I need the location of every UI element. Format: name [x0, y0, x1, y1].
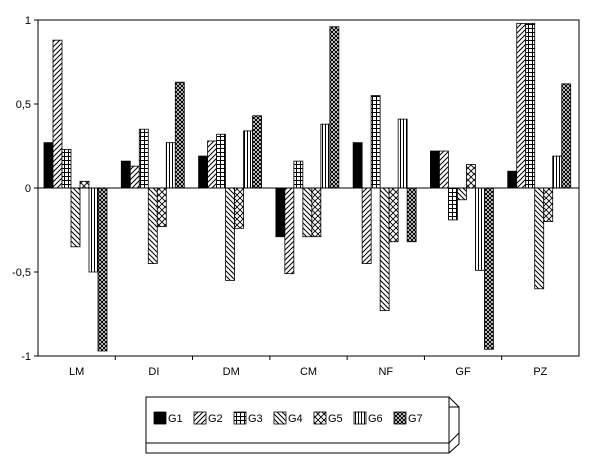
bar-g4-dm — [225, 187, 235, 281]
x-tick-label-dm: DM — [223, 366, 240, 378]
legend-label-g4: G4 — [288, 413, 303, 425]
bar-g6-lm — [88, 187, 99, 273]
bar-g6-dm — [243, 130, 253, 189]
bar-g7-gf — [484, 187, 494, 350]
bar-g5-pz — [543, 187, 554, 222]
bar-g2-gf — [439, 150, 449, 189]
bar-g3-pz — [525, 22, 536, 189]
bar-g5-lm — [79, 180, 90, 189]
bar-g2-nf — [361, 187, 372, 264]
bar-g1-gf — [430, 150, 440, 189]
bar-g2-di — [129, 165, 140, 189]
bar-g6-nf — [397, 118, 408, 189]
legend-label-g1: G1 — [168, 413, 183, 425]
bar-g2-cm — [284, 187, 295, 275]
legend-swatch-g6 — [353, 411, 367, 425]
legend-swatch-g5 — [313, 411, 327, 425]
bar-g1-nf — [352, 142, 363, 189]
bar-g6-di — [165, 142, 176, 189]
bar-g5-nf — [388, 187, 399, 243]
bar-g2-lm — [52, 39, 63, 189]
x-tick-label-cm: CM — [300, 366, 317, 378]
bar-g5-di — [156, 187, 167, 228]
x-tick-label-pz: PZ — [533, 366, 547, 378]
legend-label-g5: G5 — [328, 413, 343, 425]
legend-label-g2: G2 — [208, 413, 223, 425]
bar-g4-lm — [70, 187, 81, 248]
bar-g6-cm — [320, 123, 331, 189]
bar-g3-lm — [61, 148, 72, 189]
bar-g2-dm — [207, 140, 217, 189]
x-tick-label-lm: LM — [69, 366, 84, 378]
bar-g3-dm — [216, 133, 226, 189]
bar-g3-gf — [448, 187, 458, 221]
y-tick-label: -0,5 — [12, 267, 31, 279]
y-tick-label: 1 — [25, 15, 31, 27]
bar-g3-nf — [370, 95, 381, 189]
bar-g7-nf — [406, 187, 417, 243]
bar-g5-dm — [234, 187, 244, 229]
y-axis: 1 0,5 0 -0,5 -1 — [12, 15, 38, 363]
bar-g7-pz — [561, 83, 572, 189]
legend-swatch-g3 — [233, 411, 247, 425]
bar-g6-pz — [552, 155, 563, 189]
bar-g4-nf — [379, 187, 390, 312]
bar-g1-cm — [275, 187, 286, 238]
bar-g1-dm — [198, 155, 208, 189]
bar-g1-lm — [43, 142, 54, 189]
bar-g2-pz — [516, 22, 527, 189]
bar-g5-gf — [466, 164, 476, 189]
legend-swatch-g7 — [393, 411, 407, 425]
bar-g7-di — [174, 81, 185, 189]
legend: G1 G2 G3 G4 G5 G6 G7 — [145, 396, 460, 454]
x-axis: LM DI DM CM NF GF PZ — [69, 356, 548, 378]
x-tick-label-gf: GF — [455, 366, 471, 378]
legend-label-g7: G7 — [408, 413, 423, 425]
bar-g7-dm — [252, 115, 262, 189]
legend-label-g6: G6 — [368, 413, 383, 425]
bar-g6-gf — [475, 187, 485, 271]
x-tick-label-nf: NF — [378, 366, 393, 378]
bar-g7-lm — [97, 187, 108, 352]
bar-g1-pz — [507, 170, 518, 189]
bar-g3-cm — [293, 160, 304, 189]
bar-g7-cm — [329, 26, 340, 189]
x-tick-label-di: DI — [148, 366, 159, 378]
y-tick-label: 0 — [25, 183, 31, 195]
bar-g4-pz — [534, 187, 545, 290]
bar-g3-di — [138, 128, 149, 189]
legend-swatch-g1 — [153, 411, 167, 425]
bar-g1-di — [120, 160, 131, 189]
bar-g4-di — [147, 187, 158, 264]
y-tick-label: 0,5 — [16, 99, 31, 111]
bar-g5-cm — [311, 187, 322, 238]
y-tick-label: -1 — [21, 351, 31, 363]
legend-swatch-g2 — [193, 411, 207, 425]
bar-g4-cm — [302, 187, 313, 238]
bar-g4-gf — [457, 187, 467, 201]
legend-swatch-g4 — [273, 411, 287, 425]
legend-label-g3: G3 — [248, 413, 263, 425]
